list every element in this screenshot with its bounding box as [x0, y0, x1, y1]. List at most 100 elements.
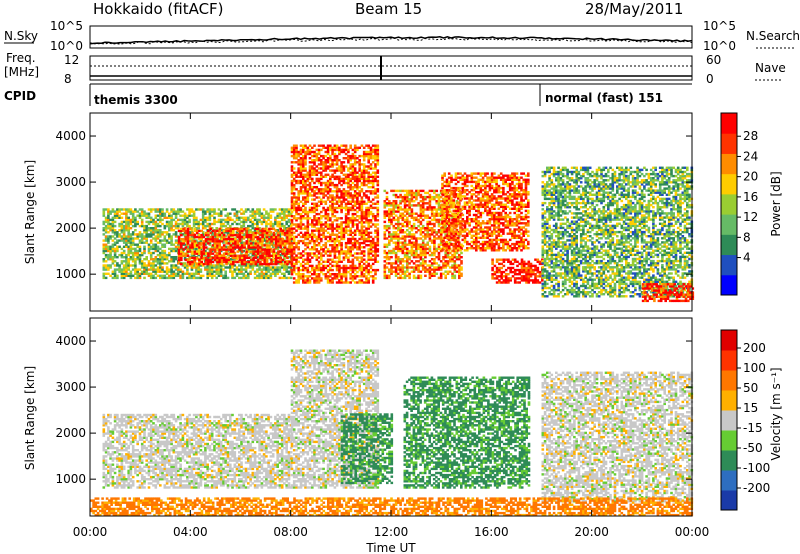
- power-cells-cell: [342, 148, 346, 152]
- power-cells-cell: [353, 266, 357, 270]
- power-cells-cell: [324, 183, 328, 187]
- power-cells-cell: [125, 210, 128, 213]
- power-cells-cell: [134, 218, 137, 222]
- power-cells-cell: [177, 227, 180, 230]
- power-cells-cell: [353, 208, 357, 212]
- power-cells-cell: [118, 214, 121, 217]
- power-cells-cell: [351, 186, 355, 189]
- power-cells-cell: [365, 196, 368, 199]
- power-cells-cell: [140, 241, 144, 244]
- power-cells-cell: [424, 237, 427, 240]
- power-cells-cell: [204, 210, 207, 213]
- power-cells-cell: [189, 238, 192, 241]
- power-cells-cell: [412, 193, 416, 197]
- power-cells-cell: [274, 244, 278, 247]
- power-cells-cell: [376, 254, 380, 257]
- power-cells-cell: [401, 218, 405, 222]
- power-cells-cell: [317, 277, 321, 280]
- power-cells-cell: [183, 218, 187, 222]
- power-cells-cell: [222, 254, 226, 257]
- power-cells-cell: [374, 202, 377, 205]
- power-cells-cell: [315, 157, 319, 160]
- power-cells-cell: [415, 256, 418, 259]
- power-cells-cell: [250, 250, 253, 253]
- power-cells-cell: [267, 274, 270, 277]
- power-cells-cell: [283, 256, 286, 259]
- power-cells-cell: [351, 219, 355, 222]
- power-cells-cell: [134, 210, 137, 213]
- power-cells-cell: [177, 243, 180, 246]
- power-cells-cell: [320, 148, 323, 152]
- power-cells-cell: [134, 237, 137, 240]
- power-cells-cell: [383, 202, 387, 205]
- power-cells-cell: [242, 268, 246, 271]
- power-cells-cell: [269, 266, 273, 269]
- power-cells-cell: [229, 268, 232, 271]
- power-cells-cell: [102, 212, 106, 215]
- power-cells-cell: [165, 239, 169, 242]
- power-cells-cell: [227, 246, 231, 249]
- power-cells-cell: [208, 272, 212, 275]
- power-cells-cell: [306, 223, 310, 226]
- power-cells-cell: [224, 214, 227, 217]
- power-cells-cell: [271, 241, 275, 244]
- power-cells-cell: [365, 154, 368, 158]
- power-cells-cell: [299, 217, 303, 220]
- power-cells-cell: [358, 161, 361, 164]
- power-cells-cell: [385, 262, 389, 265]
- power-cells-cell: [260, 270, 264, 273]
- power-cells-cell: [244, 218, 248, 222]
- power-cells-cell: [138, 258, 142, 261]
- power-cells-cell: [430, 198, 434, 201]
- power-cells-cell: [320, 188, 323, 191]
- power-cells-cell: [159, 210, 162, 213]
- power-cells-cell: [278, 276, 282, 280]
- power-cells-cell: [369, 241, 373, 245]
- power-cells-cell: [129, 237, 133, 240]
- power-cells-cell: [229, 224, 232, 228]
- power-cells-cell: [111, 262, 115, 265]
- power-cells-cell: [410, 189, 414, 193]
- power-cells-cell: [340, 250, 343, 253]
- power-cells-cell: [297, 225, 300, 228]
- power-cells-cell: [265, 256, 268, 259]
- power-cells-cell: [134, 268, 137, 271]
- power-cells-cell: [304, 252, 307, 255]
- power-cells-cell: [351, 241, 355, 245]
- power-cells-cell: [107, 256, 110, 259]
- power-cells-cell: [308, 152, 312, 156]
- power-cells-cell: [172, 247, 176, 251]
- power-cells-cell: [283, 240, 287, 243]
- power-cells-cell: [406, 251, 409, 255]
- power-cells-cell: [315, 177, 319, 181]
- power-cells-cell: [235, 210, 239, 213]
- power-cells-cell: [129, 274, 133, 277]
- power-cells-cell: [412, 204, 416, 207]
- power-cells-cell: [251, 268, 255, 271]
- power-cells-cell: [437, 214, 441, 217]
- power-cells-cell: [315, 219, 319, 222]
- power-cells-cell: [262, 220, 266, 224]
- power-cells-cell: [320, 177, 323, 181]
- power-cells-cell: [256, 212, 259, 215]
- power-cells-cell: [159, 262, 162, 265]
- power-cells-cell: [292, 192, 296, 195]
- power-cells-cell: [220, 238, 224, 241]
- power-cells-cell: [349, 177, 352, 181]
- power-cells-cell: [308, 239, 312, 243]
- power-cells-cell: [125, 260, 128, 263]
- power-cells-cell: [127, 233, 130, 236]
- power-cells-cell: [226, 216, 230, 219]
- power-cells-cell: [392, 270, 396, 273]
- power-cells-cell: [369, 246, 373, 249]
- power-cells-cell: [444, 227, 447, 230]
- power-cells-cell: [399, 212, 402, 215]
- power-cells-cell: [252, 246, 255, 249]
- power-cells-cell: [342, 266, 346, 270]
- power-cells-cell: [419, 193, 423, 197]
- power-cells-cell: [206, 270, 209, 273]
- power-cells-cell: [109, 258, 112, 261]
- power-cells-cell: [183, 220, 187, 224]
- power-cells-cell: [344, 241, 348, 245]
- power-cells-cell: [439, 268, 443, 271]
